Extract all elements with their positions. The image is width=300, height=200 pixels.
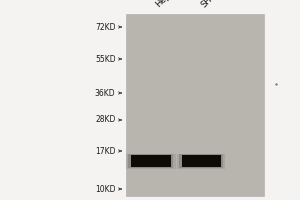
Text: 55KD: 55KD <box>95 54 116 64</box>
Text: 72KD: 72KD <box>95 22 116 31</box>
Bar <box>177 154 225 168</box>
Bar <box>126 154 176 168</box>
Text: 17KD: 17KD <box>95 146 116 156</box>
Text: 28KD: 28KD <box>95 116 116 124</box>
Bar <box>182 155 220 167</box>
Bar <box>128 154 173 168</box>
Text: 36KD: 36KD <box>95 88 116 98</box>
Text: HepG2: HepG2 <box>154 0 181 9</box>
Text: SH-SY5Y: SH-SY5Y <box>199 0 230 9</box>
Bar <box>179 154 223 168</box>
Text: 10KD: 10KD <box>95 184 116 194</box>
Bar <box>126 14 264 196</box>
Bar <box>130 155 171 167</box>
